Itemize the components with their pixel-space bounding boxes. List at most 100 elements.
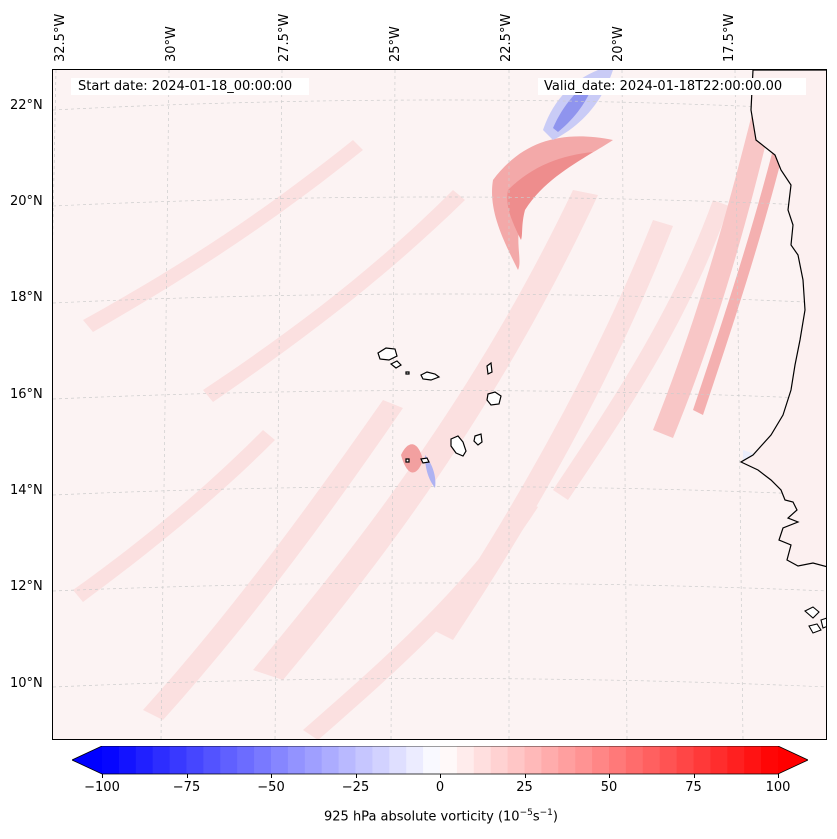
island-sal (486, 361, 493, 375)
colorbar-tick-mark (609, 774, 610, 778)
colorbar-segment (693, 746, 711, 774)
colorbar-segment (456, 746, 475, 774)
island-boa-vista (486, 391, 502, 406)
colorbar-segment (659, 746, 678, 774)
colorbar-segment (372, 746, 390, 774)
colorbar-tick-mark (102, 774, 103, 778)
africa-coastline (739, 70, 826, 568)
colorbar-segment (102, 746, 120, 774)
colorbar-tick-label: 75 (685, 780, 702, 795)
colorbar-tick-mark (440, 774, 441, 778)
colorbar-segment (592, 746, 610, 774)
colorbar-segment (186, 746, 204, 774)
map-panel[interactable] (52, 69, 827, 740)
colorbar-tick-mark (693, 774, 695, 778)
lat-label-22n: 22°N (10, 98, 43, 113)
colorbar-segment (406, 746, 424, 774)
colorbar-segment (338, 746, 357, 774)
colorbar-tick-mark (524, 774, 526, 778)
island-santo-antao (377, 347, 398, 361)
lon-label-22-5w: 22.5°W (499, 13, 514, 62)
colorbar-tick-label: −25 (341, 780, 370, 795)
colorbar-tick-label: −50 (257, 780, 285, 795)
colorbar-segment (321, 746, 340, 774)
colorbar-segment (761, 746, 779, 774)
colorbar-segment (423, 746, 441, 774)
colorbar-segment (287, 746, 306, 774)
colorbar-tick-mark (271, 774, 272, 778)
colorbar-segment (118, 746, 137, 774)
colorbar-tick-mark (778, 774, 779, 778)
colorbar-segment (135, 746, 154, 774)
island-sao-nicolau (420, 371, 441, 381)
colorbar-tick-mark (186, 774, 188, 778)
colorbar-extend-high (778, 746, 808, 774)
colorbar-label: 925 hPa absolute vorticity (10−5s−1) (324, 808, 558, 825)
island-fogo (420, 457, 430, 464)
colorbar-segment (271, 746, 289, 774)
colorbar-tick-label: 50 (600, 780, 618, 795)
lat-label-10n: 10°N (10, 676, 43, 691)
lon-label-25w: 25°W (388, 26, 403, 62)
colorbar-segment (203, 746, 221, 774)
bijagos-islands (804, 606, 826, 634)
colorbar-tick-label: −75 (172, 780, 201, 795)
start-date-label: Start date: 2024-01-18_00:00:00 (78, 79, 293, 94)
colorbar-segment (490, 746, 509, 774)
colorbar-segment (254, 746, 272, 774)
colorbar-segment (473, 746, 492, 774)
lat-label-16n: 16°N (10, 387, 43, 402)
colorbar-segment (237, 746, 255, 774)
colorbar-segment (642, 746, 661, 774)
colorbar-segments (102, 746, 779, 774)
lon-label-27-5w: 27.5°W (277, 13, 292, 62)
island-brava (405, 458, 410, 463)
colorbar-segment (524, 746, 542, 774)
gridlines (53, 70, 826, 739)
colorbar-segment (507, 746, 526, 774)
colorbar-tick-label: 25 (516, 780, 533, 795)
vorticity-map (53, 70, 826, 739)
island-santiago (450, 435, 467, 457)
lat-label-14n: 14°N (10, 483, 43, 498)
colorbar (72, 746, 808, 775)
colorbar-segment (541, 746, 559, 774)
island-sao-vicente (389, 360, 402, 369)
colorbar-segment (676, 746, 695, 774)
colorbar-segment (389, 746, 407, 774)
vorticity-field-background (53, 70, 826, 739)
colorbar-extend-low (72, 746, 102, 774)
colorbar-segment (169, 746, 188, 774)
lon-label-30w: 30°W (164, 26, 179, 62)
island-maio (473, 433, 483, 446)
lat-label-20n: 20°N (10, 194, 43, 209)
positive-vorticity-streaks (73, 140, 729, 739)
colorbar-segment (220, 746, 238, 774)
colorbar-segment (625, 746, 644, 774)
colorbar-segment (744, 746, 762, 774)
colorbar-segment (727, 746, 745, 774)
lat-label-18n: 18°N (10, 290, 43, 305)
strong-positive-vorticity-bands (401, 110, 788, 473)
colorbar-segment (152, 746, 171, 774)
colorbar-segment (304, 746, 323, 774)
valid-date-label: Valid_date: 2024-01-18T22:00:00.00 (544, 79, 783, 94)
colorbar-segment (355, 746, 373, 774)
start-date-box (71, 78, 309, 95)
colorbar-segment (575, 746, 593, 774)
colorbar-tick-label: 100 (765, 780, 791, 795)
colorbar-tick-label: −100 (84, 780, 120, 795)
valid-date-box (538, 78, 806, 95)
colorbar-segment (558, 746, 576, 774)
colorbar-segment (440, 746, 458, 774)
colorbar-tick-mark (355, 774, 357, 778)
lon-label-20w: 20°W (611, 26, 626, 62)
cape-verde-islands (377, 347, 502, 464)
lon-label-17-5w: 17.5°W (722, 13, 737, 62)
lat-label-12n: 12°N (10, 579, 43, 594)
colorbar-tick-label: 0 (435, 780, 445, 795)
colorbar-segment (609, 746, 627, 774)
colorbar-segment (710, 746, 728, 774)
island-santa-luzia (405, 371, 410, 375)
lon-label-32-5w: 32.5°W (53, 13, 68, 62)
